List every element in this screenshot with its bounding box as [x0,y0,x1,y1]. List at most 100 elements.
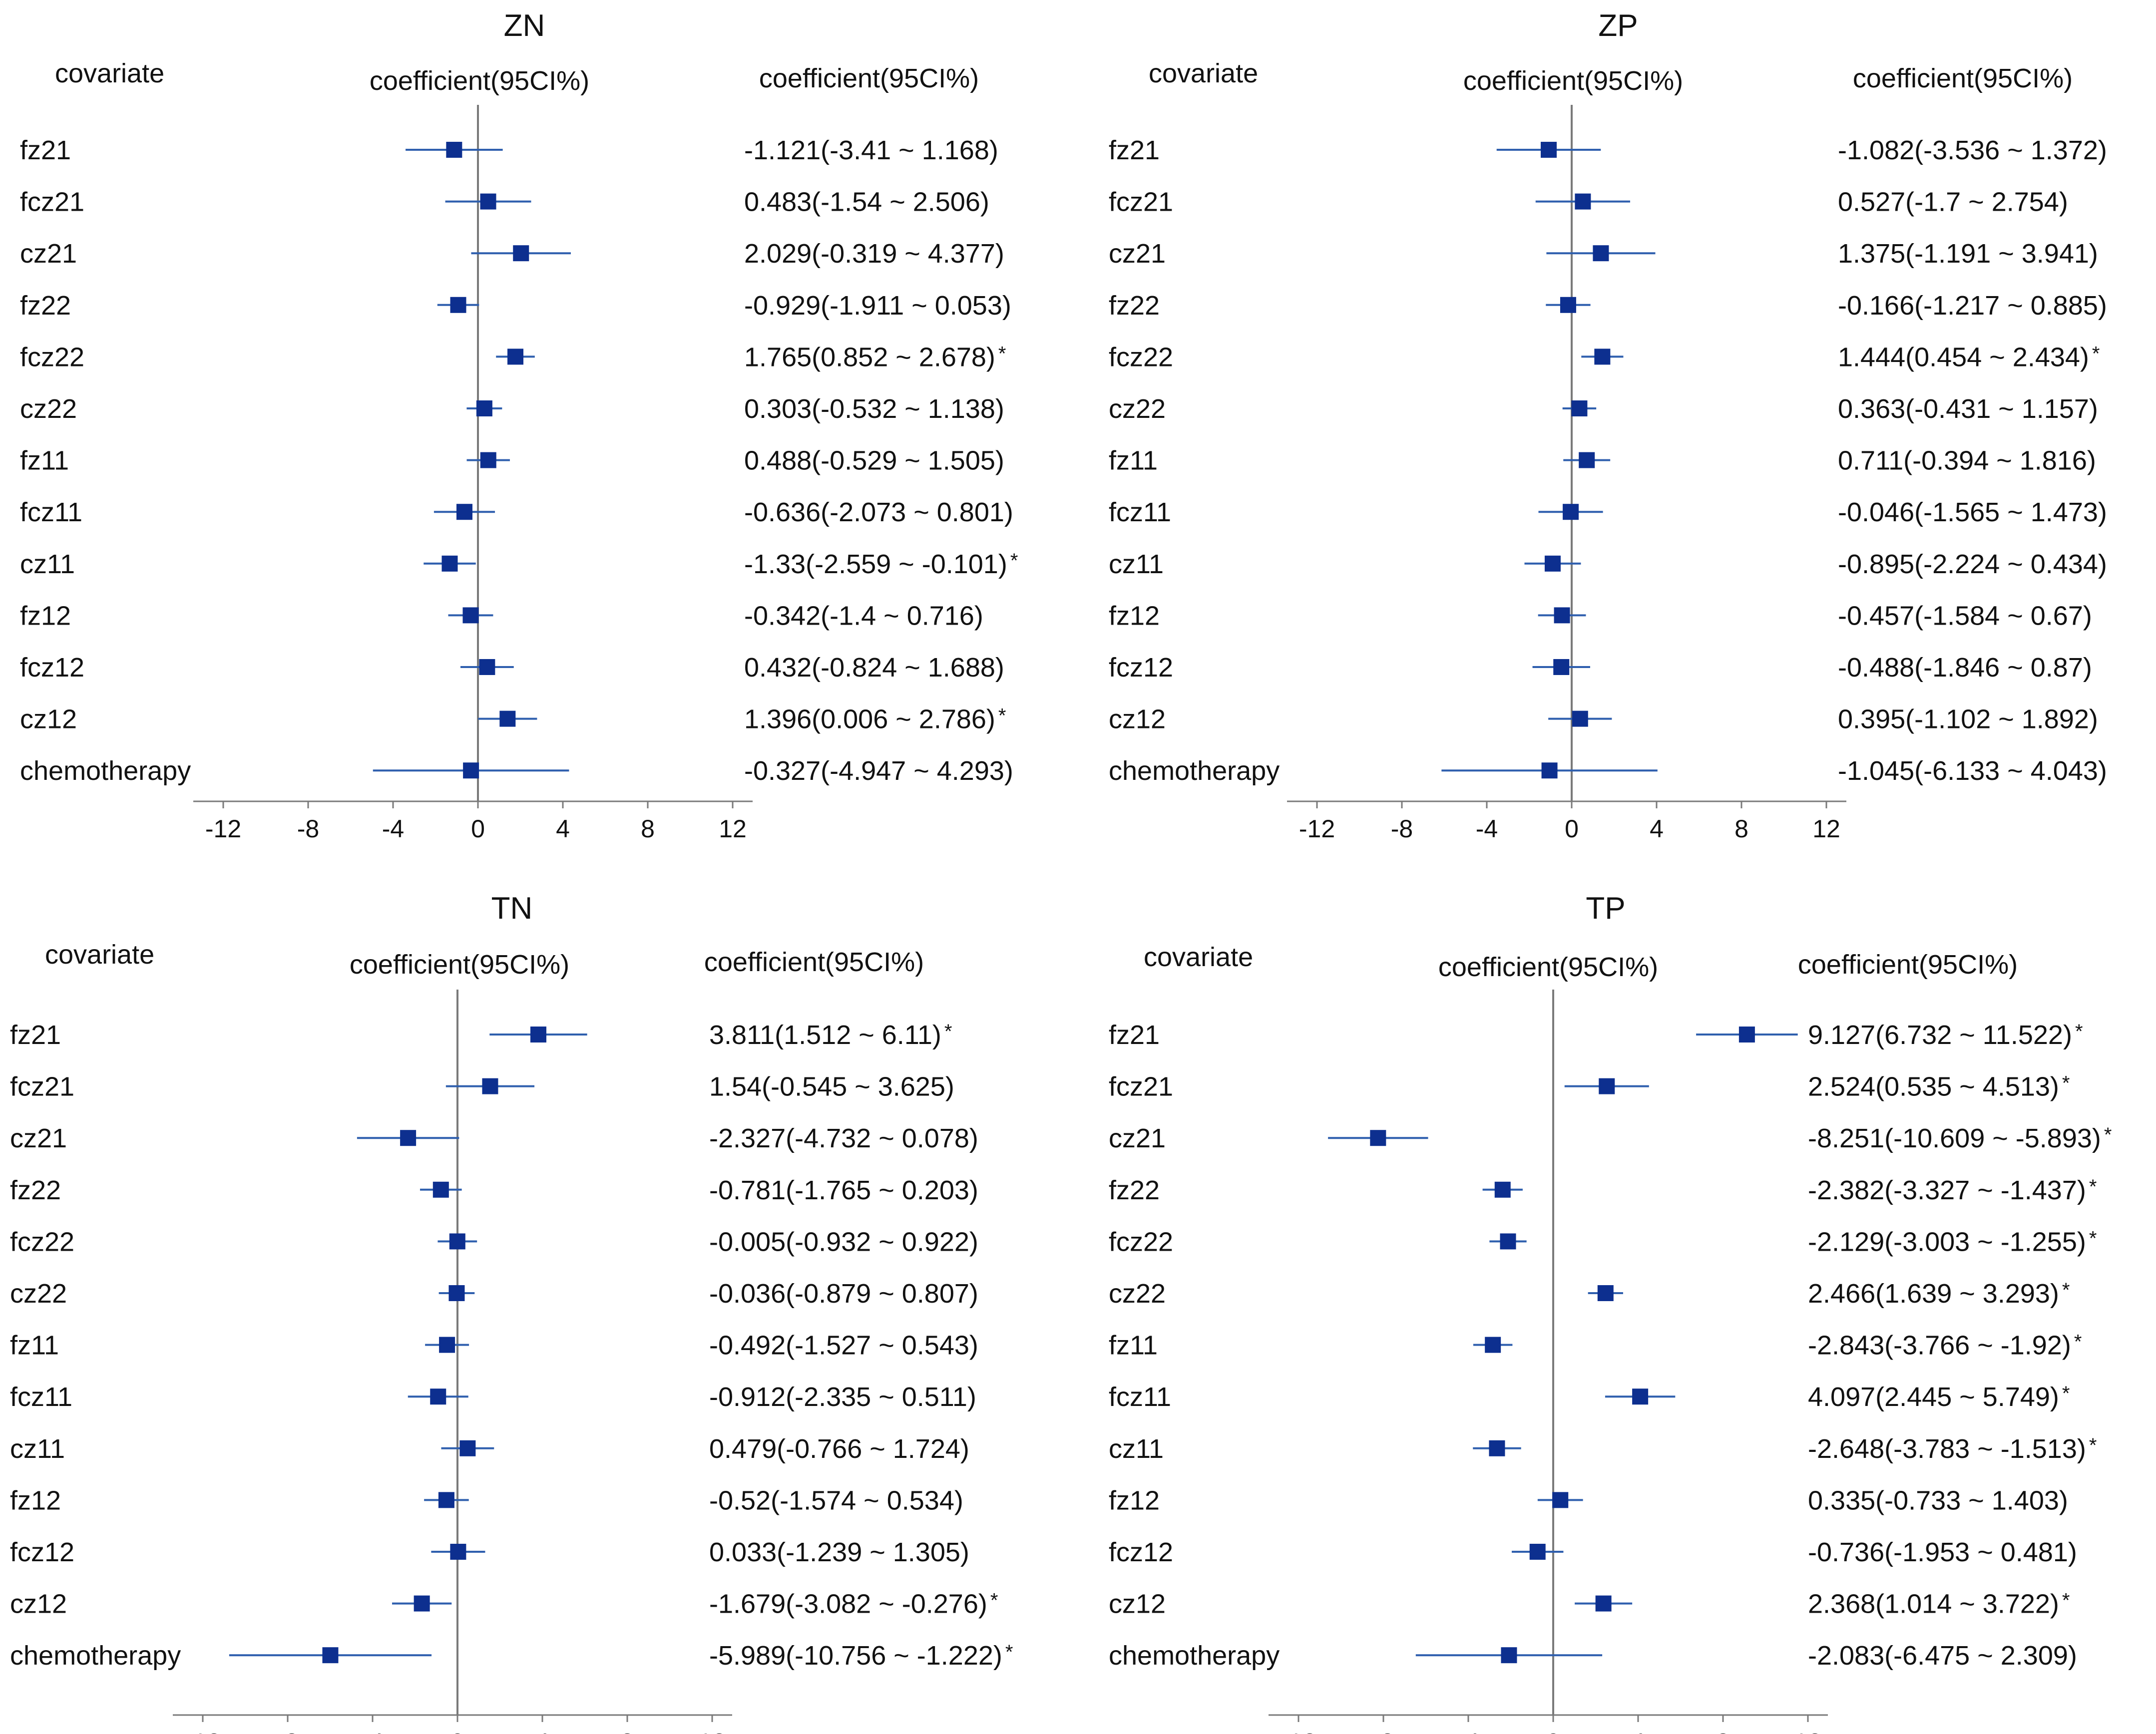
zn-x-tick-label: -8 [297,815,319,843]
zn-text-header: coefficient(95CI%) [759,63,979,93]
tn-covariate-label: cz11 [10,1434,65,1464]
tn-coefficient-label: -0.005(-0.932 ~ 0.922) [709,1227,978,1257]
tn-coefficient-label: -2.327(-4.732 ~ 0.078) [709,1123,978,1153]
zp-x-tick-label: 0 [1565,815,1579,843]
tn-x-tick-label: 0 [450,1729,464,1734]
tp-significance-star: * [2062,1383,2070,1404]
tp-coefficient-label: 0.335(-0.733 ~ 1.403) [1808,1485,2068,1515]
tn-x-tick-label: 4 [535,1729,549,1734]
tp-panel-title: TP [1586,891,1625,926]
zp-estimate-marker [1575,193,1591,210]
tp-covariate-label: fcz21 [1109,1072,1173,1102]
tp-significance-star: * [2074,1331,2082,1353]
tn-estimate-marker [430,1388,446,1405]
tp-estimate-marker [1552,1492,1569,1508]
tn-covariate-label: fz12 [10,1485,61,1515]
tn-coefficient-label: -0.781(-1.765 ~ 0.203) [709,1175,978,1205]
tp-x-tick-label: -12 [1281,1729,1316,1734]
tp-significance-star: * [2062,1590,2070,1612]
tp-estimate-marker [1370,1130,1386,1146]
tp-estimate-marker [1489,1440,1505,1456]
zp-x-tick-label: 8 [1734,815,1748,843]
zp-covariate-label: cz12 [1109,704,1166,734]
zp-covariate-label: fz11 [1109,446,1158,476]
zn-x-tick-label: 4 [556,815,570,843]
zn-x-tick-label: 0 [471,815,485,843]
tp-covariate-label: fz22 [1109,1175,1160,1205]
tn-covariate-header: covariate [45,940,154,970]
tn-plot-header: coefficient(95CI%) [350,950,569,980]
tp-covariate-label: cz12 [1109,1589,1166,1619]
tp-estimate-marker [1597,1285,1614,1301]
zn-covariate-label: chemotherapy [20,756,191,786]
tn-estimate-marker [400,1130,417,1146]
zp-coefficient-label: -0.046(-1.565 ~ 1.473) [1838,497,2107,527]
zn-significance-star: * [998,343,1006,364]
zp-coefficient-label: -1.045(-6.133 ~ 4.043) [1838,756,2107,786]
zn-coefficient-label: -0.929(-1.911 ~ 0.053) [744,291,1011,321]
zp-coefficient-label: -1.082(-3.536 ~ 1.372) [1838,135,2107,165]
zn-estimate-marker [480,193,496,210]
zp-estimate-marker [1560,297,1576,313]
zn-estimate-marker [513,245,529,262]
zn-covariate-label: fz21 [20,135,71,165]
zp-covariate-label: fcz21 [1109,187,1173,217]
tp-coefficient-label: 2.524(0.535 ~ 4.513) * [1808,1072,2070,1102]
tp-covariate-label: fz21 [1109,1020,1160,1050]
tp-x-tick-label: -4 [1457,1729,1479,1734]
zp-covariate-label: fz22 [1109,291,1160,321]
tn-panel-title: TN [491,891,533,926]
zn-covariate-label: fz22 [20,291,71,321]
zp-x-tick-label: 4 [1650,815,1664,843]
tn-estimate-marker [439,1337,455,1353]
tn-covariate-label: fcz12 [10,1537,74,1567]
tp-estimate-marker [1599,1078,1615,1094]
tp-coefficient-label: -0.736(-1.953 ~ 0.481) [1808,1537,2077,1567]
tn-covariate-label: fz11 [10,1331,59,1361]
zp-covariate-label: fcz11 [1109,497,1171,527]
zp-estimate-marker [1563,504,1579,520]
zp-estimate-marker [1571,400,1588,416]
zp-estimate-marker [1541,142,1557,158]
zp-covariate-label: fz12 [1109,601,1160,631]
tp-estimate-marker [1632,1388,1649,1405]
tp-significance-star: * [2075,1021,2083,1042]
zn-coefficient-label: 0.303(-0.532 ~ 1.138) [744,394,1004,424]
tp-significance-star: * [2062,1072,2070,1094]
zn-coefficient-label: -1.121(-3.41 ~ 1.168) [744,135,998,165]
zn-coefficient-label: -0.636(-2.073 ~ 0.801) [744,497,1013,527]
tp-x-tick-label: 8 [1716,1729,1730,1734]
zn-estimate-marker [507,348,524,365]
tp-coefficient-label: -8.251(-10.609 ~ -5.893) * [1808,1123,2112,1153]
tp-covariate-label: cz22 [1109,1279,1166,1309]
tp-coefficient-label: -2.843(-3.766 ~ -1.92) * [1808,1331,2082,1361]
tn-text-header: coefficient(95CI%) [704,947,924,977]
tp-covariate-label: fcz22 [1109,1227,1173,1257]
zp-coefficient-label: 0.363(-0.431 ~ 1.157) [1838,394,2098,424]
zn-x-tick-label: -4 [382,815,404,843]
zp-estimate-marker [1544,555,1561,572]
tn-significance-star: * [1005,1641,1013,1663]
zp-covariate-label: cz11 [1109,549,1164,579]
tp-estimate-marker [1501,1647,1517,1664]
zp-covariate-header: covariate [1149,58,1258,88]
tp-coefficient-label: -2.382(-3.327 ~ -1.437) * [1808,1175,2097,1205]
zn-estimate-marker [441,555,458,572]
zn-covariate-label: fcz21 [20,187,84,217]
tn-estimate-marker [449,1233,465,1250]
tp-estimate-marker [1500,1233,1516,1250]
zn-covariate-header: covariate [55,58,164,88]
zn-covariate-label: fcz12 [20,653,84,683]
zp-coefficient-label: 0.711(-0.394 ~ 1.816) [1838,446,2096,476]
tn-estimate-marker [322,1647,339,1664]
tn-estimate-marker [482,1078,498,1094]
zn-significance-star: * [1010,550,1018,572]
zn-coefficient-label: -0.327(-4.947 ~ 4.293) [744,756,1013,786]
tn-coefficient-label: 0.479(-0.766 ~ 1.724) [709,1434,969,1464]
tp-covariate-label: cz11 [1109,1434,1164,1464]
zn-covariate-label: fz12 [20,601,71,631]
zp-panel-title: ZP [1598,8,1638,43]
tn-covariate-label: fcz11 [10,1382,72,1412]
zp-coefficient-label: -0.488(-1.846 ~ 0.87) [1838,653,2092,683]
tp-significance-star: * [2062,1279,2070,1301]
